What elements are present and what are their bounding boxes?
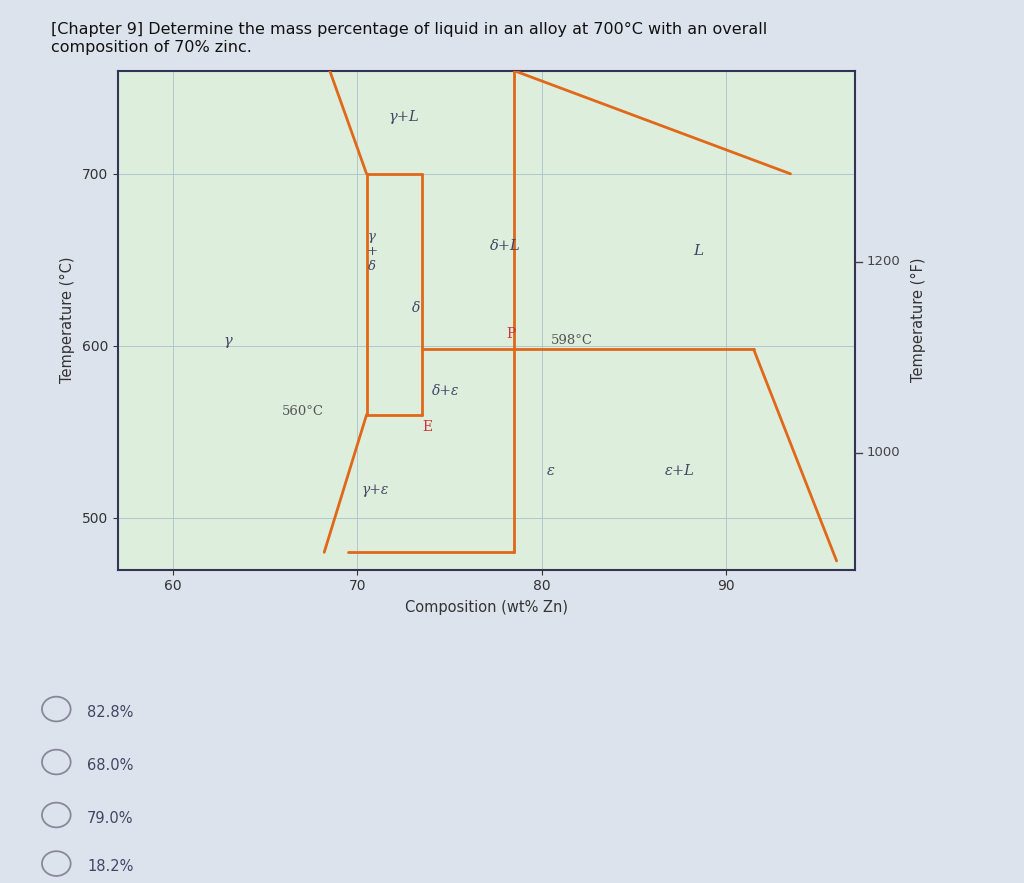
Text: L: L xyxy=(693,245,703,258)
Text: γ: γ xyxy=(224,334,232,348)
Text: δ+L: δ+L xyxy=(489,239,520,253)
Text: ε+L: ε+L xyxy=(665,464,695,479)
Text: E: E xyxy=(422,419,432,434)
Text: 560°C: 560°C xyxy=(283,404,325,418)
Text: 79.0%: 79.0% xyxy=(87,811,133,826)
Text: γ
+
δ: γ + δ xyxy=(367,230,378,273)
Text: γ+L: γ+L xyxy=(388,110,419,125)
Text: 1000: 1000 xyxy=(866,446,900,459)
Y-axis label: Temperature (°C): Temperature (°C) xyxy=(59,257,75,383)
Text: ε: ε xyxy=(547,464,555,479)
Text: 68.0%: 68.0% xyxy=(87,758,133,773)
Text: composition of 70% zinc.: composition of 70% zinc. xyxy=(51,40,252,55)
Text: P: P xyxy=(507,327,516,341)
Text: 18.2%: 18.2% xyxy=(87,859,133,874)
Text: γ+ε: γ+ε xyxy=(362,483,389,497)
Text: [Chapter 9] Determine the mass percentage of liquid in an alloy at 700°C with an: [Chapter 9] Determine the mass percentag… xyxy=(51,22,767,37)
Text: 598°C: 598°C xyxy=(551,335,593,347)
X-axis label: Composition (wt% Zn): Composition (wt% Zn) xyxy=(404,600,568,615)
Text: 1200: 1200 xyxy=(866,255,900,268)
Y-axis label: Temperature (°F): Temperature (°F) xyxy=(910,258,926,382)
Text: δ: δ xyxy=(413,301,421,315)
Text: 82.8%: 82.8% xyxy=(87,705,133,720)
Text: δ+ε: δ+ε xyxy=(432,383,460,397)
